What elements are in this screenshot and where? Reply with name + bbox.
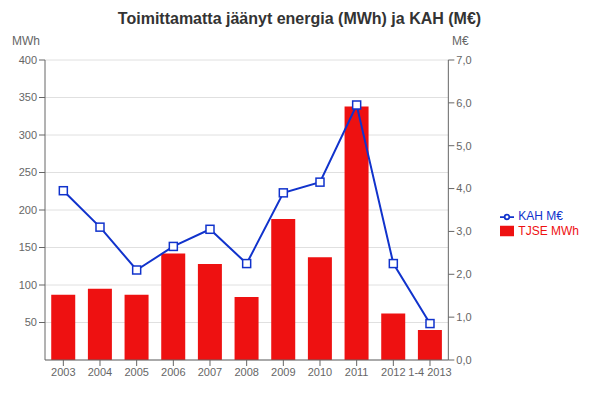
svg-text:2007: 2007	[198, 366, 222, 378]
html-text:MWh: MWh	[12, 34, 40, 48]
html-text:TJSE MWh: TJSE MWh	[518, 223, 579, 238]
svg-text:2012: 2012	[381, 366, 405, 378]
svg-text:2006: 2006	[161, 366, 185, 378]
svg-text:200: 200	[19, 204, 37, 216]
svg-text:3,0: 3,0	[456, 225, 471, 237]
svg-text:2,0: 2,0	[456, 268, 471, 280]
svg-text:1-4 2013: 1-4 2013	[408, 366, 451, 378]
svg-text:2009: 2009	[271, 366, 295, 378]
svg-text:350: 350	[19, 91, 37, 103]
html-text:M€: M€	[452, 34, 469, 48]
svg-text:2005: 2005	[124, 366, 148, 378]
svg-text:2011: 2011	[345, 366, 369, 378]
svg-text:1,0: 1,0	[456, 311, 471, 323]
svg-text:300: 300	[19, 129, 37, 141]
html-text:KAH M€: KAH M€	[518, 208, 563, 223]
svg-text:2010: 2010	[308, 366, 332, 378]
svg-text:7,0: 7,0	[456, 54, 471, 66]
html-text:Toimittamatta jäänyt energia (: Toimittamatta jäänyt energia (MWh) ja KA…	[117, 10, 482, 27]
svg-text:4,0: 4,0	[456, 182, 471, 194]
svg-text:2004: 2004	[88, 366, 112, 378]
svg-text:400: 400	[19, 54, 37, 66]
svg-text:150: 150	[19, 241, 37, 253]
svg-text:2008: 2008	[234, 366, 258, 378]
svg-text:5,0: 5,0	[456, 140, 471, 152]
svg-text:50: 50	[25, 316, 37, 328]
svg-text:2003: 2003	[51, 366, 75, 378]
svg-text:100: 100	[19, 279, 37, 291]
svg-text:250: 250	[19, 166, 37, 178]
svg-text:6,0: 6,0	[456, 97, 471, 109]
svg-text:0,0: 0,0	[456, 354, 471, 366]
